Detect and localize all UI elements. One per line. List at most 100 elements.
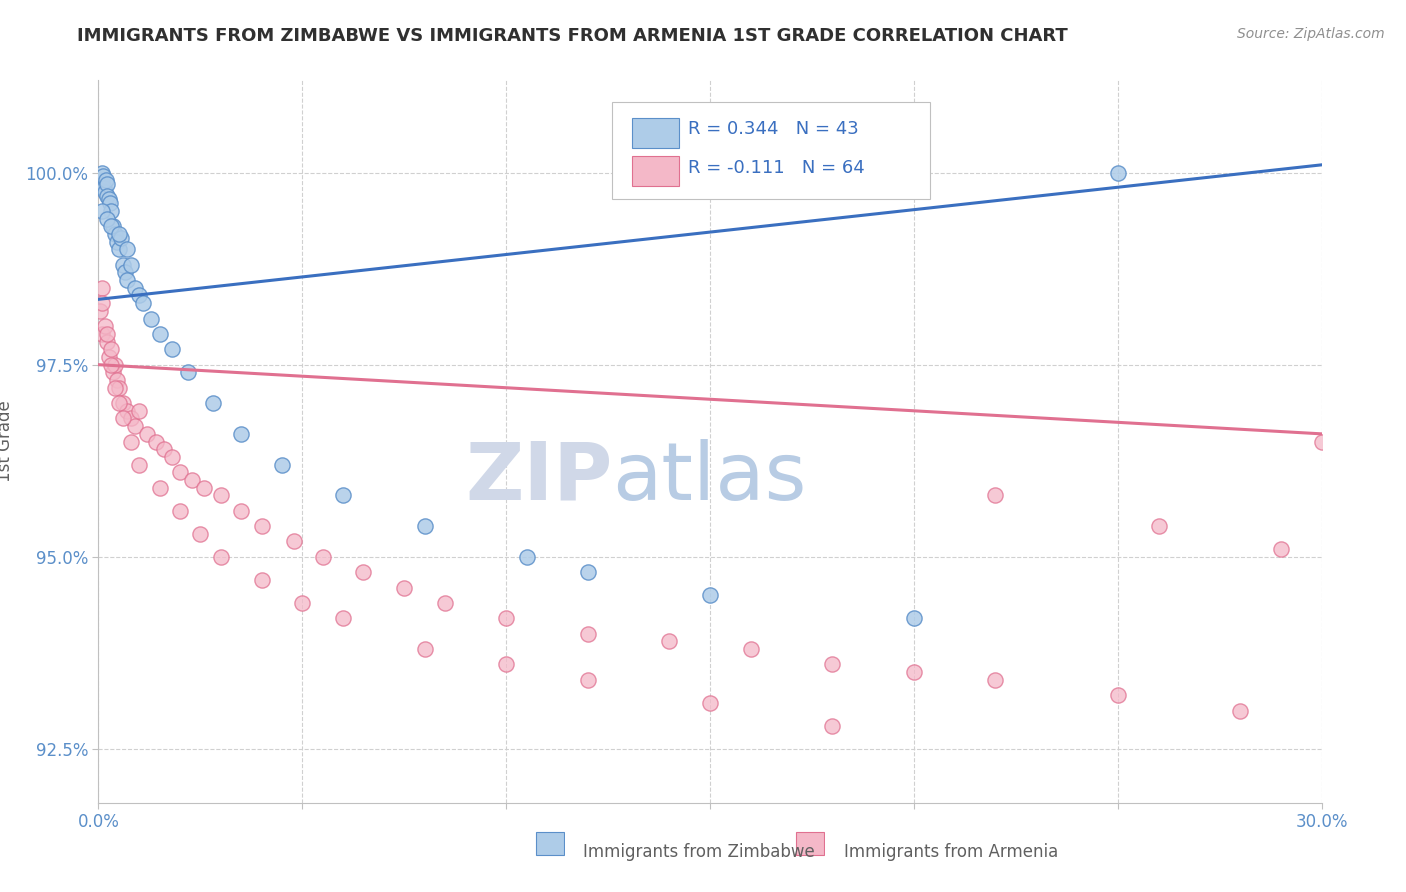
Point bbox=[231, 426, 253, 441]
Point bbox=[91, 296, 114, 310]
Point bbox=[101, 365, 124, 379]
Point bbox=[90, 165, 112, 179]
Point bbox=[124, 281, 146, 295]
Point bbox=[141, 311, 163, 326]
Bar bbox=[536, 832, 564, 855]
Point bbox=[177, 365, 200, 379]
Point bbox=[93, 319, 115, 334]
Point bbox=[108, 227, 131, 241]
Point bbox=[98, 196, 121, 211]
Point bbox=[94, 185, 117, 199]
Text: atlas: atlas bbox=[612, 439, 807, 516]
Point bbox=[658, 634, 681, 648]
Point bbox=[100, 219, 122, 234]
Point bbox=[152, 442, 174, 457]
Point bbox=[181, 473, 204, 487]
Point bbox=[111, 396, 134, 410]
Text: Source: ZipAtlas.com: Source: ZipAtlas.com bbox=[1237, 27, 1385, 41]
Point bbox=[110, 231, 132, 245]
Point bbox=[100, 203, 122, 218]
Point bbox=[105, 235, 128, 249]
Point bbox=[96, 188, 118, 202]
Point bbox=[250, 519, 273, 533]
Point bbox=[169, 504, 191, 518]
Point bbox=[160, 343, 183, 357]
Point bbox=[193, 481, 215, 495]
Point bbox=[188, 526, 212, 541]
Point bbox=[114, 265, 136, 279]
Point bbox=[120, 258, 142, 272]
FancyBboxPatch shape bbox=[612, 102, 931, 200]
Point bbox=[115, 243, 138, 257]
Point bbox=[903, 665, 925, 680]
Point bbox=[250, 573, 273, 587]
Point bbox=[1229, 704, 1251, 718]
Point bbox=[201, 396, 224, 410]
Point bbox=[111, 411, 134, 425]
Text: IMMIGRANTS FROM ZIMBABWE VS IMMIGRANTS FROM ARMENIA 1ST GRADE CORRELATION CHART: IMMIGRANTS FROM ZIMBABWE VS IMMIGRANTS F… bbox=[77, 27, 1069, 45]
Point bbox=[312, 549, 335, 564]
Point bbox=[89, 304, 111, 318]
Point bbox=[100, 343, 122, 357]
Text: ZIP: ZIP bbox=[465, 439, 612, 516]
Point bbox=[160, 450, 183, 464]
Bar bbox=[796, 832, 824, 855]
Point bbox=[413, 519, 436, 533]
Point bbox=[96, 177, 118, 191]
Point bbox=[97, 350, 120, 364]
Point bbox=[209, 488, 232, 502]
Point bbox=[1107, 688, 1129, 702]
Point bbox=[96, 211, 118, 226]
Text: Immigrants from Armenia: Immigrants from Armenia bbox=[844, 843, 1057, 861]
Point bbox=[821, 719, 844, 733]
Point bbox=[91, 169, 114, 184]
Point bbox=[1147, 519, 1170, 533]
Point bbox=[91, 326, 114, 341]
Point bbox=[136, 426, 159, 441]
Point bbox=[111, 258, 134, 272]
Point bbox=[90, 281, 112, 295]
Point bbox=[108, 381, 131, 395]
Y-axis label: 1st Grade: 1st Grade bbox=[0, 401, 14, 483]
Point bbox=[97, 193, 120, 207]
Point bbox=[332, 488, 354, 502]
Point bbox=[984, 673, 1007, 687]
Point bbox=[104, 227, 127, 241]
FancyBboxPatch shape bbox=[631, 118, 679, 148]
Point bbox=[100, 358, 122, 372]
Point bbox=[576, 673, 599, 687]
Point bbox=[128, 288, 150, 302]
Point bbox=[89, 173, 111, 187]
Point bbox=[108, 396, 131, 410]
Point bbox=[145, 434, 167, 449]
Point bbox=[821, 657, 844, 672]
Point bbox=[699, 696, 721, 710]
Point bbox=[94, 173, 117, 187]
Point bbox=[91, 203, 114, 218]
Point bbox=[516, 549, 538, 564]
Point bbox=[169, 465, 191, 479]
Point bbox=[495, 611, 517, 625]
Point bbox=[1107, 165, 1129, 179]
Point bbox=[115, 404, 138, 418]
Point bbox=[433, 596, 456, 610]
Point bbox=[120, 411, 142, 425]
Point bbox=[91, 177, 114, 191]
Point bbox=[149, 481, 172, 495]
Point bbox=[1310, 434, 1333, 449]
Point bbox=[231, 504, 253, 518]
Point bbox=[209, 549, 232, 564]
Point bbox=[124, 419, 146, 434]
Point bbox=[699, 588, 721, 602]
Point bbox=[576, 626, 599, 640]
Point bbox=[105, 373, 128, 387]
Point bbox=[291, 596, 314, 610]
Point bbox=[120, 434, 142, 449]
Point bbox=[576, 565, 599, 579]
Point bbox=[1270, 542, 1292, 557]
Point bbox=[108, 243, 131, 257]
Point bbox=[149, 326, 172, 341]
Point bbox=[104, 358, 127, 372]
Point bbox=[984, 488, 1007, 502]
Point bbox=[128, 458, 150, 472]
